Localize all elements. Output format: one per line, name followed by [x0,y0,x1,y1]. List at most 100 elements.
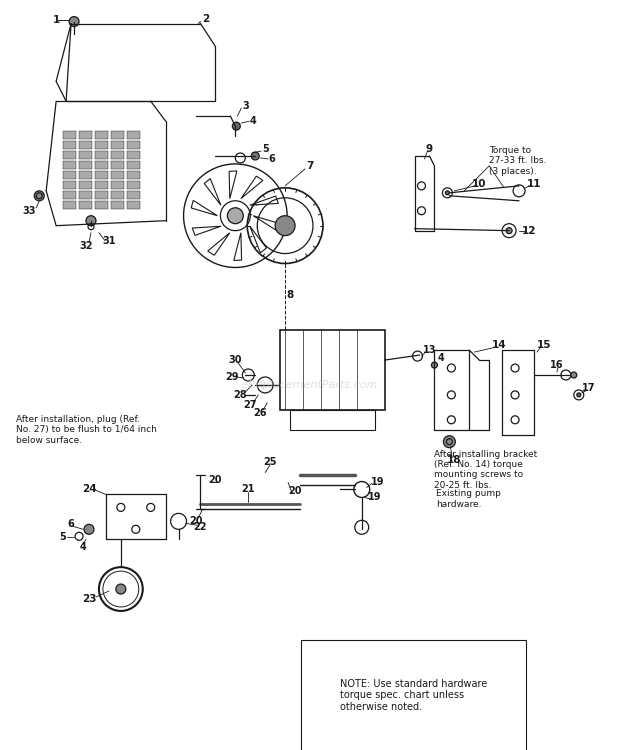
Text: 32: 32 [79,241,93,250]
Bar [127,161,140,169]
Text: 19: 19 [371,476,384,487]
Bar [95,131,108,139]
Text: 3: 3 [242,101,249,111]
Text: 6: 6 [269,154,275,164]
Text: NOTE: Use standard hardware
torque spec. chart unless
otherwise noted.: NOTE: Use standard hardware torque spec.… [340,679,487,712]
Bar [95,161,108,169]
Text: 18: 18 [447,454,462,464]
Text: 26: 26 [254,408,267,418]
Text: 29: 29 [226,372,239,382]
Text: 13: 13 [423,345,436,355]
Bar [79,131,92,139]
Text: 4: 4 [250,116,257,126]
Bar [280,330,384,410]
Text: 2: 2 [202,13,209,23]
Text: 20: 20 [288,487,302,496]
Circle shape [432,362,438,368]
Circle shape [577,393,581,397]
Text: 9: 9 [426,144,433,154]
Text: 11: 11 [527,178,541,189]
Bar [127,131,140,139]
Text: 14: 14 [492,340,507,350]
Text: 24: 24 [82,484,96,494]
Text: 25: 25 [264,457,277,466]
Bar [111,151,124,159]
Text: 8: 8 [286,290,294,300]
Bar [111,201,124,208]
Bar [127,171,140,179]
Text: 19: 19 [368,493,381,502]
Circle shape [571,372,577,378]
Circle shape [443,436,455,448]
Bar [111,181,124,189]
Bar [63,151,76,159]
Text: 33: 33 [22,206,36,216]
Text: 20: 20 [188,516,202,526]
Text: eReplacementParts.com: eReplacementParts.com [242,380,378,390]
Bar [63,181,76,189]
Text: 12: 12 [522,226,536,236]
Text: 10: 10 [472,178,487,189]
Bar [63,190,76,199]
Text: 6: 6 [68,519,74,530]
Bar [79,190,92,199]
Text: 17: 17 [582,383,595,393]
Text: 22: 22 [193,522,207,532]
Bar [79,201,92,208]
Text: 15: 15 [537,340,551,350]
Bar [63,161,76,169]
Text: Torque to
27-33 ft. lbs.
(3 places).: Torque to 27-33 ft. lbs. (3 places). [489,146,547,176]
Text: 20: 20 [209,475,222,484]
Circle shape [232,122,241,130]
Bar [79,141,92,149]
Circle shape [86,216,96,226]
Bar [290,410,374,430]
Bar [127,151,140,159]
Bar [111,141,124,149]
Bar [63,141,76,149]
Circle shape [228,208,243,224]
Bar [79,181,92,189]
Bar [63,171,76,179]
Bar [127,181,140,189]
Bar [95,141,108,149]
Bar [95,171,108,179]
Bar [127,190,140,199]
Bar [79,151,92,159]
Bar [63,201,76,208]
Circle shape [116,584,126,594]
Text: 4: 4 [79,542,86,552]
Bar [111,161,124,169]
Bar [79,161,92,169]
Text: 5: 5 [60,532,66,542]
Circle shape [69,16,79,26]
Text: 16: 16 [550,360,564,370]
Circle shape [275,216,295,236]
Text: 4: 4 [438,353,445,363]
Circle shape [84,524,94,534]
Text: After installation, plug (Ref.
No. 27) to be flush to 1/64 inch
below surface.: After installation, plug (Ref. No. 27) t… [16,415,157,445]
Text: 27: 27 [244,400,257,410]
Circle shape [506,228,512,234]
Bar [95,190,108,199]
Bar [95,201,108,208]
Bar [127,201,140,208]
Bar [63,131,76,139]
Text: 30: 30 [229,355,242,365]
Text: 5: 5 [262,144,268,154]
Bar [79,171,92,179]
Text: After installing bracket
(Ref. No. 14) torque
mounting screws to
20-25 ft. lbs.: After installing bracket (Ref. No. 14) t… [435,450,538,490]
Bar [111,190,124,199]
Text: 1: 1 [53,14,60,25]
Circle shape [251,152,259,160]
Text: 7: 7 [306,161,314,171]
Text: 28: 28 [234,390,247,400]
Bar [111,171,124,179]
Bar [111,131,124,139]
Bar [95,151,108,159]
Text: Existing pump
hardware.: Existing pump hardware. [436,490,502,509]
Circle shape [445,190,450,195]
Text: 21: 21 [242,484,255,494]
Bar [127,141,140,149]
Text: 23: 23 [82,594,96,604]
